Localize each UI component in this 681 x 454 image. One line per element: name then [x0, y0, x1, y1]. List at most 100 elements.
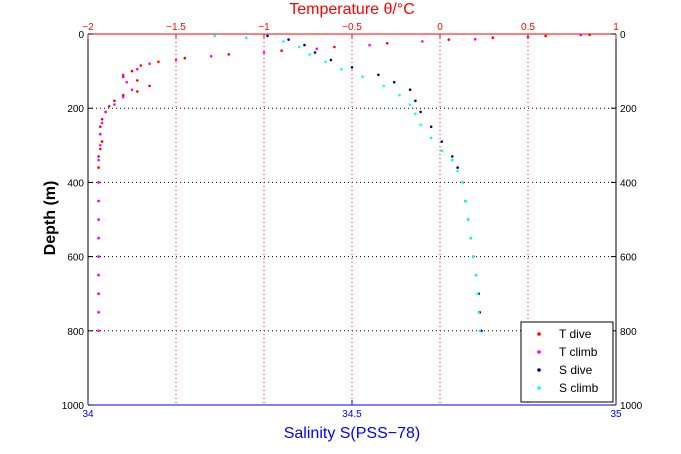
y-axis-label: Depth (m) — [42, 181, 59, 256]
data-point — [99, 144, 102, 147]
data-point — [421, 40, 424, 43]
data-point — [125, 80, 128, 84]
right-tick-label: 1000 — [620, 401, 643, 412]
data-point — [476, 292, 480, 296]
data-point — [414, 112, 417, 116]
data-point — [451, 155, 454, 158]
data-point — [473, 37, 477, 41]
x-axis-label: Salinity S(PSS−78) — [284, 425, 421, 442]
data-point — [136, 90, 139, 93]
data-point — [130, 69, 134, 73]
data-point — [183, 56, 187, 60]
data-point — [340, 67, 343, 71]
data-point — [97, 199, 100, 203]
data-point — [121, 75, 125, 78]
data-point — [464, 199, 467, 203]
data-point — [97, 218, 100, 221]
data-point — [419, 110, 422, 114]
right-tick-label: 200 — [620, 104, 637, 115]
data-point — [333, 45, 336, 49]
data-point — [456, 166, 459, 169]
right-tick-label: 400 — [620, 178, 637, 189]
data-point — [440, 149, 444, 153]
data-point — [282, 40, 285, 43]
data-point — [461, 181, 465, 184]
data-point — [97, 311, 100, 314]
data-point — [382, 84, 386, 88]
axes — [87, 33, 617, 406]
data-point — [472, 255, 475, 258]
data-point — [97, 329, 100, 333]
series-t-climb — [97, 33, 583, 333]
top-tick-label: −2 — [82, 22, 94, 33]
top-tick-label: 0.5 — [521, 22, 535, 33]
data-point — [136, 79, 139, 82]
legend-entry: S climb — [559, 381, 599, 395]
top-tick-label: −1.5 — [166, 22, 186, 33]
data-point — [361, 75, 364, 78]
data-point — [447, 38, 451, 41]
data-point — [392, 80, 396, 84]
legend-marker — [537, 332, 541, 336]
data-point — [429, 125, 433, 129]
axis-labels: Temperature θ/°C Salinity S(PSS−78) Dept… — [42, 1, 420, 442]
data-point — [408, 88, 412, 91]
bottom-tick-label: 34 — [82, 409, 94, 420]
data-point — [408, 103, 412, 106]
legend-entry: T dive — [559, 327, 592, 341]
data-point — [104, 110, 107, 114]
series-s-dive — [266, 34, 483, 333]
data-point — [313, 51, 317, 54]
data-point — [107, 105, 111, 108]
data-point — [148, 84, 151, 88]
data-point — [99, 125, 102, 129]
data-point — [297, 45, 301, 49]
data-point — [477, 311, 481, 314]
data-point — [350, 66, 354, 69]
data-point — [97, 155, 100, 158]
data-point — [385, 42, 389, 45]
data-point — [440, 140, 444, 143]
data-point — [97, 158, 100, 162]
data-point — [100, 121, 104, 125]
legend-marker — [537, 350, 541, 354]
data-point — [466, 218, 470, 221]
top-tick-label: 0 — [437, 22, 443, 33]
left-tick-label: 800 — [67, 327, 84, 338]
data-point — [478, 329, 482, 333]
data-point — [157, 60, 160, 64]
bottom-tick-label: 34.5 — [342, 409, 362, 420]
data-point — [121, 73, 125, 77]
data-point — [303, 43, 306, 47]
data-point — [97, 255, 100, 258]
legend: T dive T climb S dive S climb — [520, 321, 614, 403]
data-point — [262, 51, 266, 54]
data-point — [113, 103, 116, 106]
top-tick-label: 1 — [613, 22, 619, 33]
left-tick-label: 400 — [67, 178, 84, 189]
data-point — [97, 166, 100, 169]
data-point — [414, 99, 417, 103]
data-point — [429, 136, 433, 140]
left-tick-label: 200 — [67, 104, 84, 115]
legend-marker — [537, 368, 541, 372]
data-point — [174, 58, 178, 62]
legend-box — [520, 321, 614, 403]
left-tick-label: 0 — [78, 30, 84, 41]
chart-title: Temperature θ/°C — [289, 1, 415, 18]
data-point — [99, 132, 102, 136]
data-point — [130, 88, 134, 91]
data-point — [287, 38, 290, 41]
data-point — [377, 73, 380, 77]
data-point — [100, 118, 104, 121]
series-s-climb — [213, 34, 482, 333]
data-point — [474, 273, 478, 277]
data-point — [97, 292, 100, 296]
data-point — [139, 64, 143, 67]
data-point — [245, 36, 248, 39]
legend-marker — [537, 386, 541, 390]
data-point — [315, 47, 319, 51]
data-point — [308, 53, 312, 56]
